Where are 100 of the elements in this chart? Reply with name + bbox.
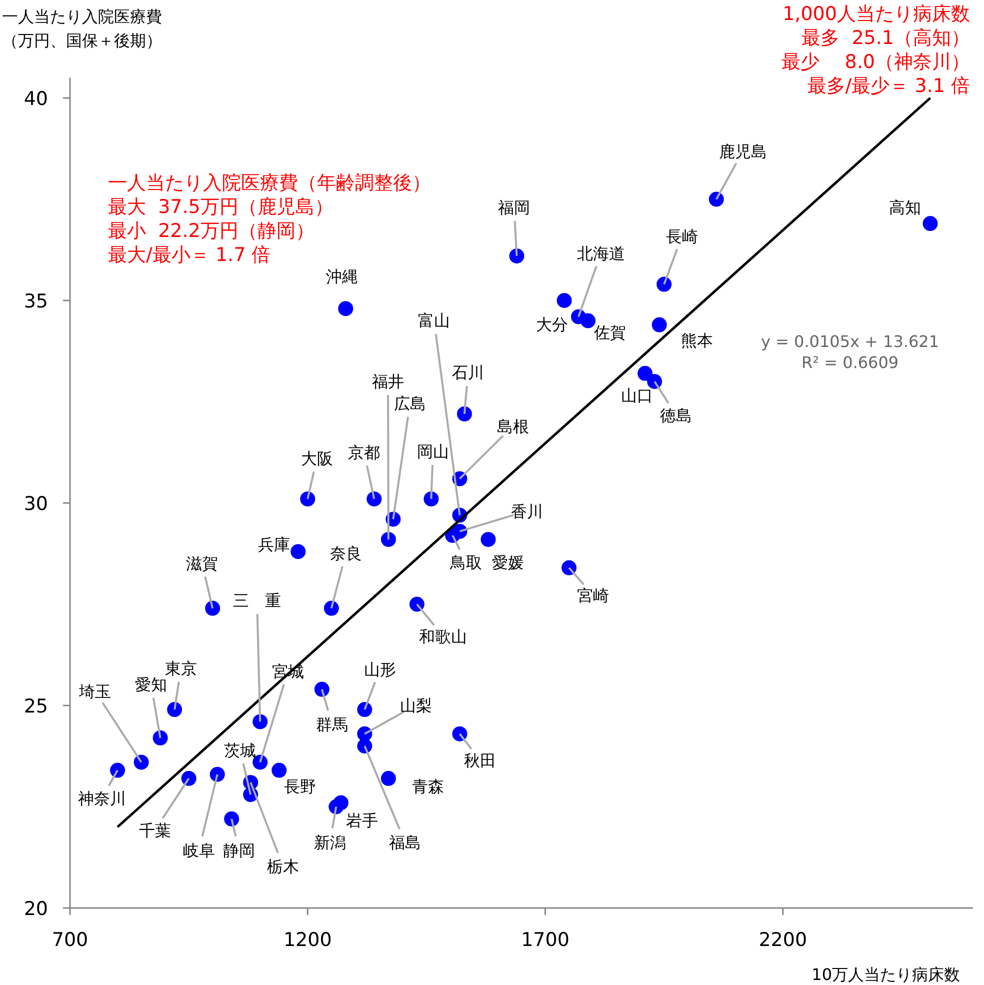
point — [638, 366, 653, 381]
annotation: 徳島 — [660, 406, 692, 425]
annotation: 秋田 — [464, 751, 496, 770]
point — [357, 702, 372, 718]
point — [922, 216, 938, 232]
point — [652, 317, 667, 332]
note: 最小 22.2万円（静岡） — [108, 220, 314, 242]
y-tick-label: 30 — [24, 493, 48, 515]
point-label: 静岡 — [223, 818, 255, 860]
annotation: 茨城 — [224, 741, 256, 760]
point — [110, 762, 126, 778]
point-label: 愛媛 — [492, 553, 524, 572]
point-label: 兵庫 — [258, 535, 290, 554]
x-tick-label: 2200 — [758, 929, 808, 951]
point-label: 大阪 — [301, 449, 333, 500]
annotation: 鳥取 — [449, 553, 482, 572]
annotation: 富山 — [418, 311, 450, 330]
annotation: 奈良 — [330, 544, 362, 563]
annotation: 東京 — [165, 659, 197, 678]
point-label: 茨城 — [224, 741, 256, 795]
point-label: 新潟 — [314, 806, 346, 852]
point — [224, 811, 240, 826]
note: 最大 37.5万円（鹿児島） — [108, 196, 334, 218]
point-label: 大分 — [536, 315, 568, 334]
point — [647, 374, 662, 389]
annotation: 静岡 — [223, 841, 255, 860]
annotation: 神奈川 — [78, 789, 126, 808]
note: 最多/最少＝ 3.1 倍 — [807, 75, 970, 97]
annotation: 三 重 — [233, 591, 281, 610]
point — [181, 770, 196, 786]
point — [452, 524, 468, 539]
annotation: 栃木 — [267, 857, 299, 876]
annotation: 千葉 — [139, 821, 171, 840]
point-label: 岡山 — [417, 442, 449, 499]
point — [252, 714, 268, 730]
point — [562, 560, 577, 576]
y-tick-label: 40 — [24, 88, 48, 110]
annotation: 福岡 — [498, 198, 530, 217]
annotation: 長崎 — [666, 227, 698, 246]
point-label: 宮崎 — [568, 567, 609, 605]
point — [338, 301, 354, 316]
point-label: 和歌山 — [416, 604, 467, 646]
point-label: 奈良 — [330, 544, 362, 609]
note: 最大/最小＝ 1.7 倍 — [108, 244, 271, 266]
point-label: 島根 — [459, 417, 529, 480]
point — [456, 406, 472, 422]
annotation: 香川 — [511, 502, 543, 521]
x-axis-title: 10万人当たり病床数 — [812, 965, 960, 984]
point-label: 長崎 — [663, 227, 698, 285]
point-label: 高知 — [889, 198, 921, 217]
point — [152, 730, 168, 746]
point-label: 東京 — [165, 659, 197, 710]
annotation: 大阪 — [301, 449, 333, 468]
point-label: 熊本 — [681, 331, 713, 350]
note: y = 0.0105x + 13.621 — [760, 332, 940, 351]
point — [290, 544, 306, 560]
point — [210, 766, 225, 782]
point — [324, 600, 339, 616]
annotation: 新潟 — [314, 833, 346, 852]
note: 一人当たり入院医療費（年齢調整後） — [108, 172, 431, 194]
point — [314, 682, 330, 697]
note: 最少 8.0（神奈川） — [782, 51, 970, 73]
point-label: 神奈川 — [78, 770, 126, 808]
annotation: 岐阜 — [183, 841, 215, 860]
point — [380, 770, 396, 786]
annotation: 福島 — [389, 833, 421, 852]
y-tick-label: 25 — [24, 696, 48, 718]
point-label: 沖縄 — [326, 267, 358, 286]
annotation: 滋賀 — [186, 554, 218, 573]
point — [409, 596, 424, 612]
point-label: 石川 — [452, 363, 484, 414]
point-label: 香川 — [459, 502, 543, 532]
point-label: 福岡 — [498, 198, 530, 256]
point-label: 青森 — [412, 777, 444, 796]
point-label: 鹿児島 — [715, 142, 767, 200]
point-label: 岩手 — [346, 811, 378, 830]
point — [205, 600, 220, 616]
point — [509, 248, 524, 264]
point — [452, 726, 468, 742]
point-label: 鳥取 — [450, 534, 482, 572]
x-tick-label: 1700 — [521, 929, 570, 951]
annotation: 山形 — [364, 660, 396, 679]
annotation: 山梨 — [400, 696, 432, 715]
point — [366, 491, 382, 506]
annotation: 北海道 — [577, 244, 625, 263]
point-label: 滋賀 — [186, 554, 218, 609]
note: 最多 25.1（高知） — [802, 27, 970, 49]
point — [328, 799, 344, 814]
y-tick-label: 35 — [24, 290, 48, 312]
annotation: 島根 — [497, 417, 529, 436]
annotation: 群馬 — [316, 715, 348, 734]
point-label: 山口 — [621, 386, 653, 405]
annotation: 福井 — [372, 372, 404, 391]
annotation: 鹿児島 — [719, 142, 767, 161]
point-label: 群馬 — [316, 689, 348, 734]
point-label: 長野 — [284, 777, 316, 796]
note: 1,000人当たり病床数 — [782, 3, 970, 25]
note: R² = 0.6609 — [801, 353, 899, 372]
point — [167, 702, 182, 718]
point — [380, 532, 396, 547]
